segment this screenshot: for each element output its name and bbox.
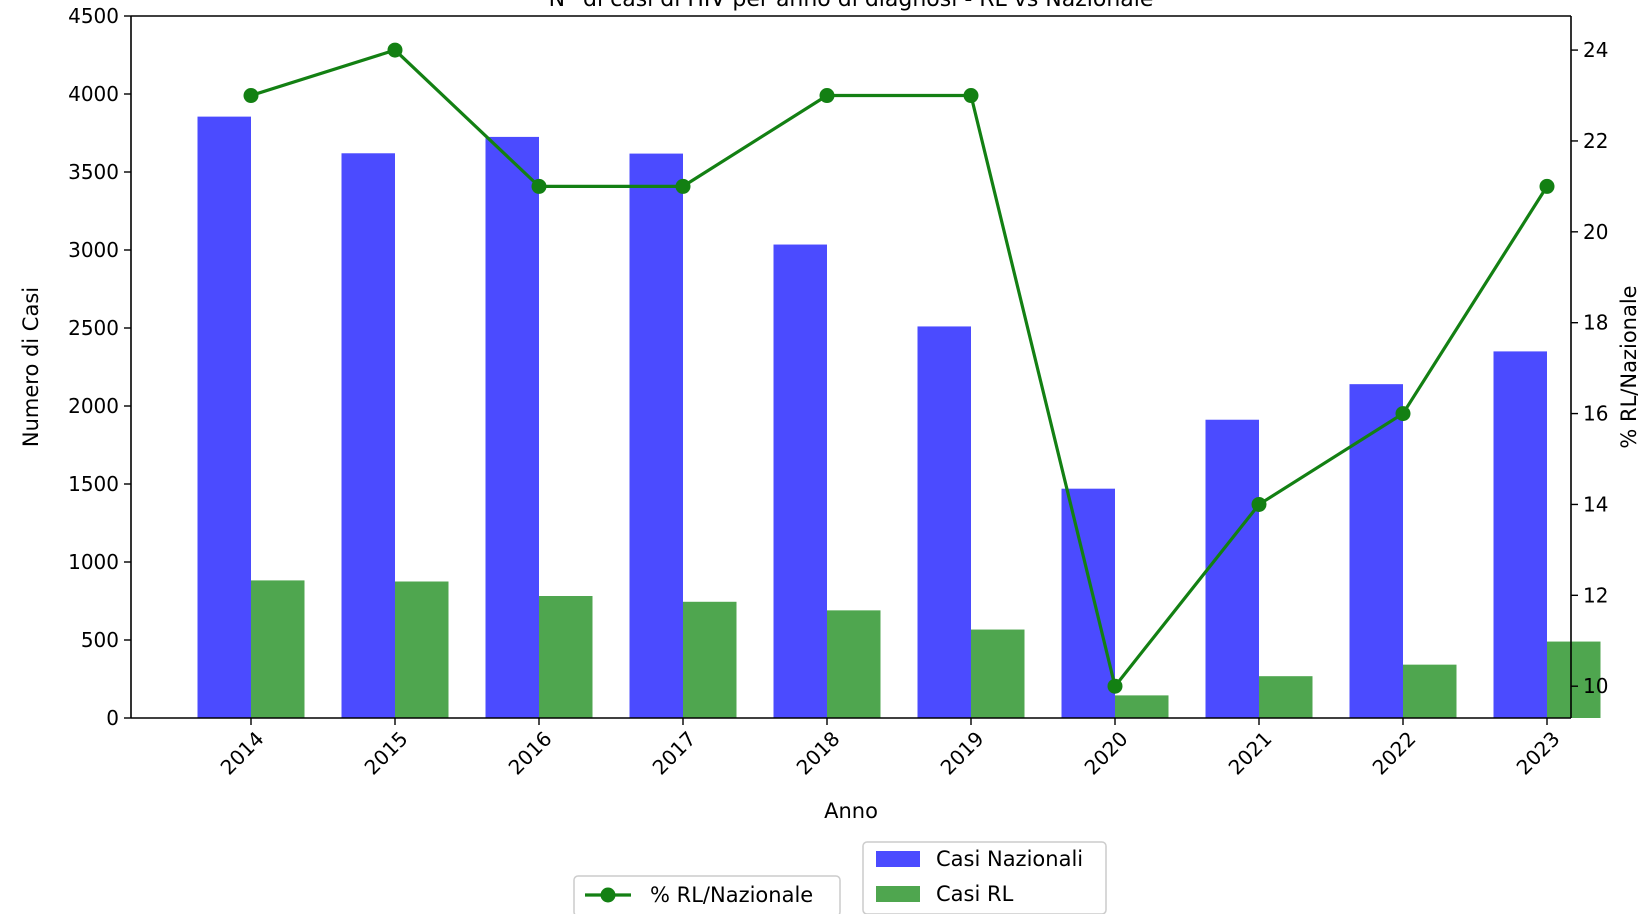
legend-swatch-casi-rl	[876, 886, 920, 902]
bar-casi-rl-2022	[1403, 664, 1457, 718]
bar-casi-rl-2014	[251, 580, 305, 718]
bar-casi-rl-2021	[1259, 676, 1313, 718]
y2-tick-label-18: 18	[1583, 311, 1608, 335]
y-tick-label-4000: 4000	[68, 82, 119, 106]
point-pct-2015	[387, 42, 403, 58]
point-pct-2023	[1539, 178, 1555, 194]
y-tick-label-1500: 1500	[68, 472, 119, 496]
point-pct-2017	[675, 178, 691, 194]
bar-casi-nazionali-2017	[629, 153, 683, 719]
y2-tick-label-12: 12	[1583, 583, 1608, 607]
point-pct-2014	[243, 88, 259, 104]
bars-layer	[197, 116, 1601, 719]
y2-axis-label: % RL/Nazionale	[1617, 285, 1641, 448]
bar-casi-nazionali-2018	[773, 244, 827, 719]
y-tick-label-2000: 2000	[68, 394, 119, 418]
x-axis-label: Anno	[824, 799, 878, 823]
y-tick-label-1000: 1000	[68, 550, 119, 574]
legend-label-casi-nazionali: Casi Nazionali	[936, 847, 1083, 871]
point-pct-2018	[819, 88, 835, 104]
point-pct-2020	[1107, 678, 1123, 694]
y2-tick-label-24: 24	[1583, 38, 1608, 62]
bar-casi-nazionali-2021	[1205, 419, 1259, 718]
y-tick-label-0: 0	[106, 706, 119, 730]
y2-tick-label-14: 14	[1583, 492, 1608, 516]
line-pct-rl-nazionale	[250, 48, 1549, 688]
y2-tick-label-22: 22	[1583, 129, 1608, 153]
y-tick-label-500: 500	[81, 628, 119, 652]
point-pct-2016	[531, 178, 547, 194]
bar-casi-rl-2016	[539, 596, 593, 718]
y-tick-label-3000: 3000	[68, 238, 119, 262]
y-axis-label: Numero di Casi	[19, 287, 43, 447]
y2-tick-label-16: 16	[1583, 402, 1608, 426]
bar-casi-nazionali-2020	[1061, 488, 1115, 718]
bar-casi-nazionali-2022	[1349, 384, 1403, 718]
legend-label-casi-rl: Casi RL	[936, 882, 1014, 906]
bar-casi-nazionali-2016	[485, 136, 539, 718]
legend-line-frame	[573, 875, 841, 914]
point-pct-2021	[1251, 496, 1267, 512]
legend-bars: Casi Nazionali Casi RL	[862, 841, 1107, 914]
legend-line-marker	[600, 887, 616, 903]
y2-tick-label-10: 10	[1583, 674, 1608, 698]
point-pct-2019	[963, 88, 979, 104]
y-tick-label-4500: 4500	[68, 4, 119, 28]
chart-title: N° di casi di HIV per anno di diagnosi -…	[549, 0, 1154, 12]
bar-casi-rl-2017	[683, 601, 737, 718]
bar-casi-rl-2020	[1115, 695, 1169, 718]
bar-casi-rl-2018	[827, 610, 881, 718]
bar-casi-rl-2015	[395, 581, 449, 718]
legend-label-pct: % RL/Nazionale	[650, 883, 813, 907]
legend-line: % RL/Nazionale	[573, 875, 841, 914]
legend-swatch-casi-nazionali	[876, 851, 920, 867]
bar-casi-nazionali-2015	[341, 153, 395, 718]
bar-casi-nazionali-2023	[1493, 351, 1547, 718]
legend-bars-frame	[862, 841, 1107, 914]
bar-casi-nazionali-2014	[197, 116, 251, 719]
y2-tick-label-20: 20	[1583, 220, 1608, 244]
bar-casi-nazionali-2019	[917, 326, 971, 718]
line-layer	[243, 42, 1555, 694]
y-tick-label-2500: 2500	[68, 316, 119, 340]
bar-casi-rl-2023	[1547, 641, 1601, 718]
point-pct-2022	[1395, 406, 1411, 422]
bar-casi-rl-2019	[971, 629, 1025, 718]
y-tick-label-3500: 3500	[68, 160, 119, 184]
